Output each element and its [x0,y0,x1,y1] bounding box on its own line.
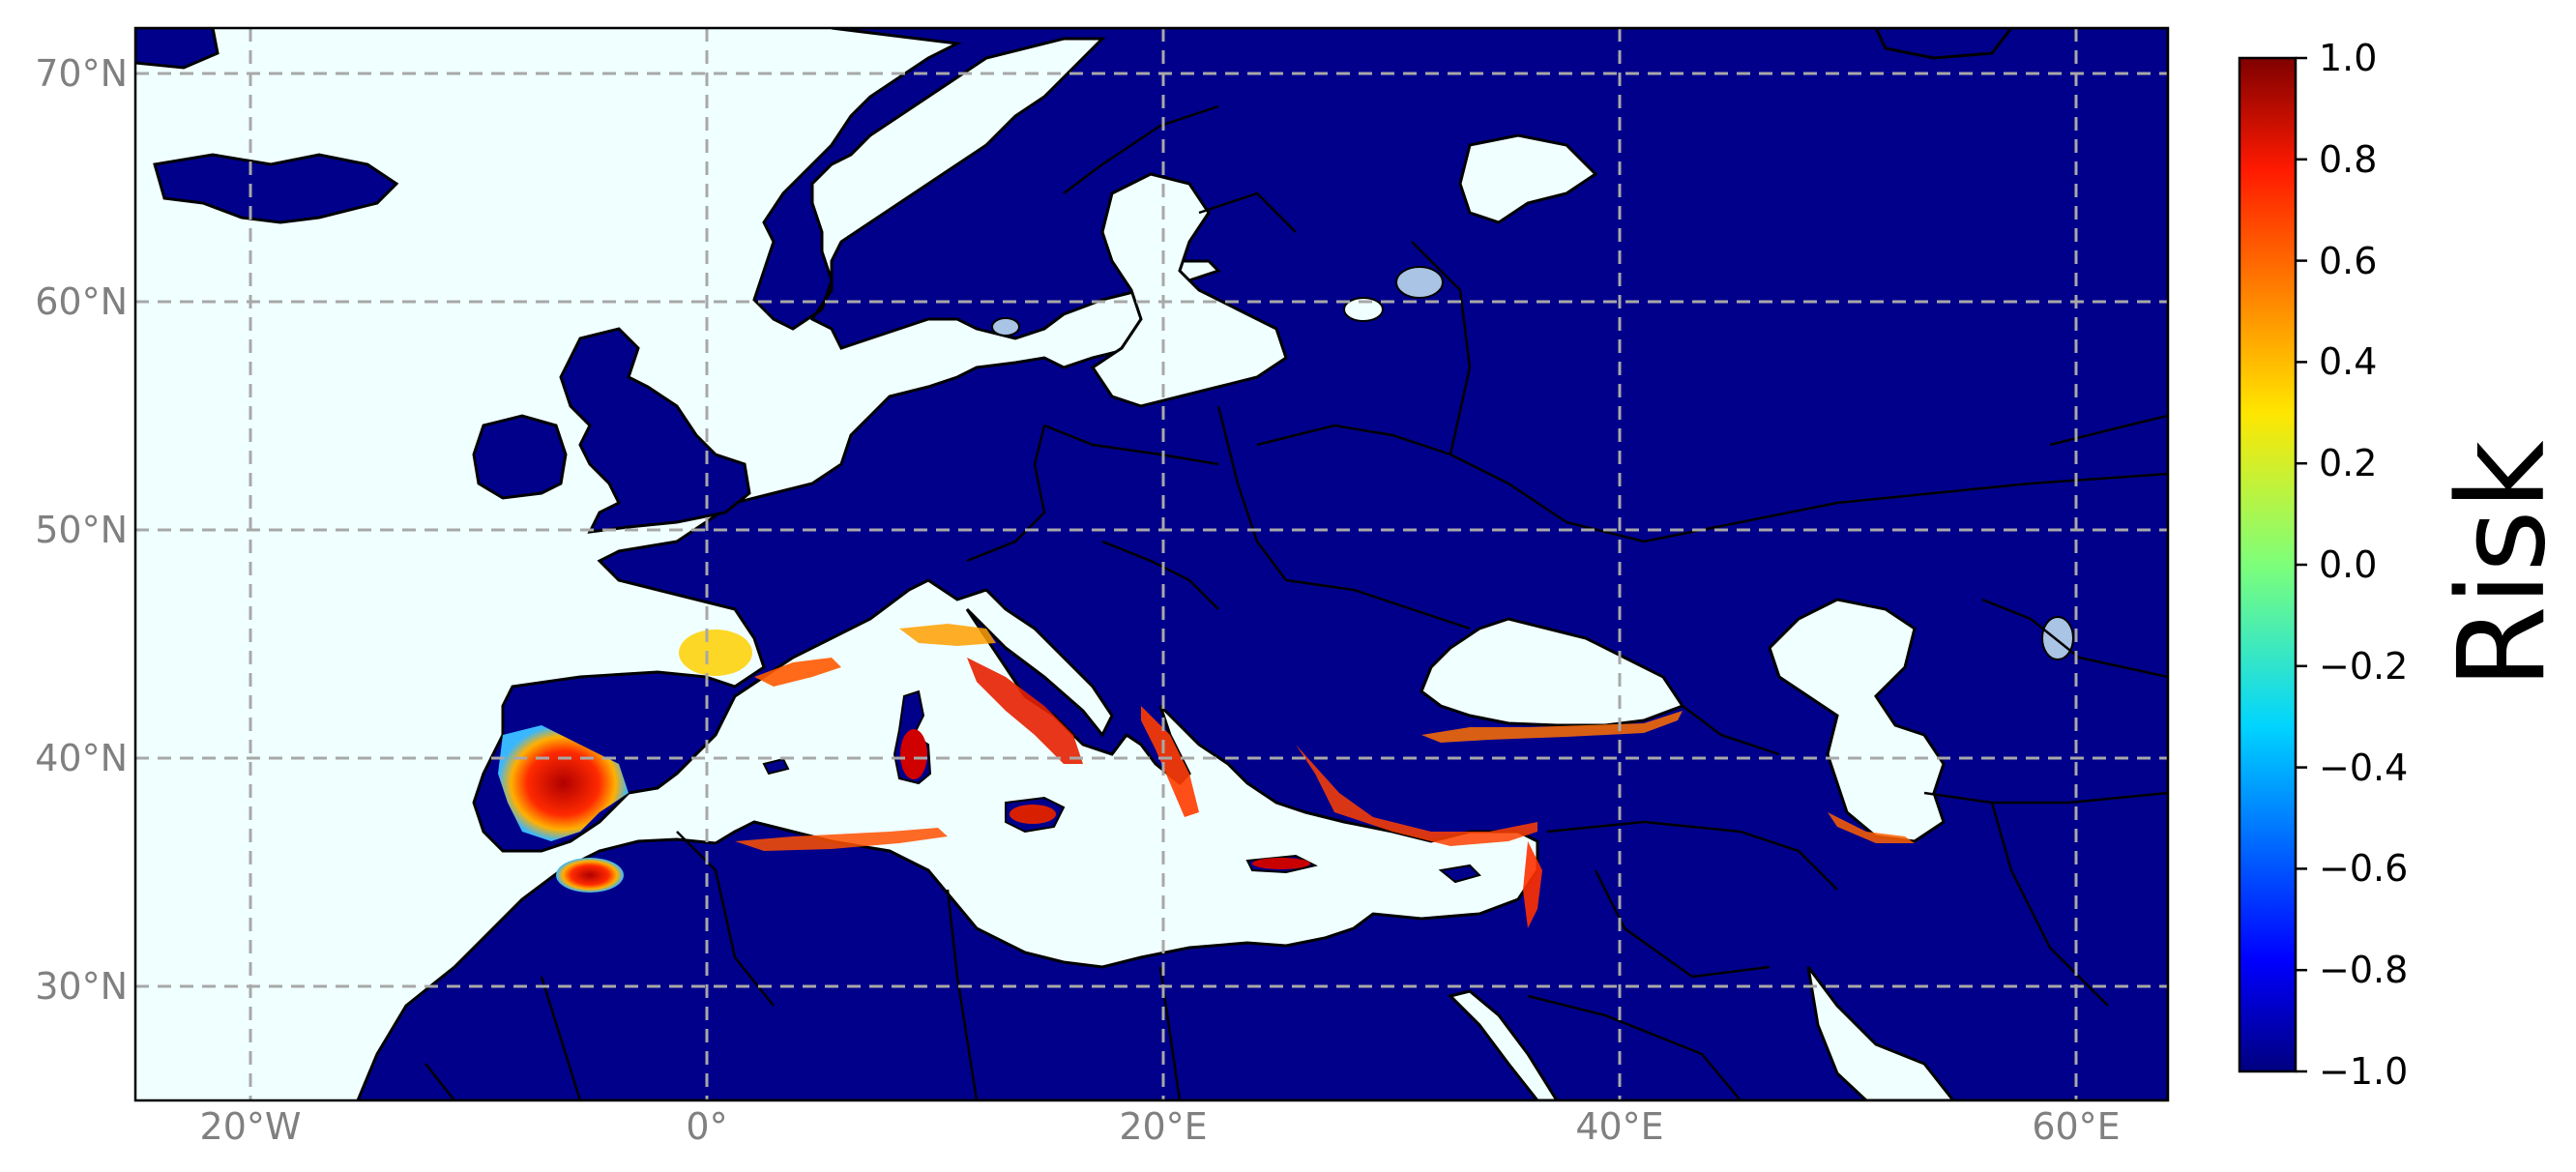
map-frame [133,26,2170,1102]
cb-tick-0-0: 0.0 [2319,543,2377,586]
lake-balkhash-edge [2041,616,2074,660]
red-sea [1448,989,1559,1100]
morocco-hotspot [556,858,624,893]
colorbar-gradient [2238,56,2298,1073]
lake-onega [1395,266,1444,299]
gulf-lion-hotspot [754,658,841,687]
caspian-coast-hotspot [1828,812,1915,843]
baltic-sea [1090,172,1288,408]
risk-hotspots [498,624,1915,928]
white-sea [1458,133,1598,224]
cb-tick-neg-0-2: −0.2 [2319,645,2408,688]
latitude-labels: 70°N 60°N 50°N 40°N 30°N [35,52,128,1008]
black-sea-coast-hotspot [1421,711,1683,743]
iceland [153,153,399,224]
aquitaine-hotspot [679,630,752,676]
longitude-labels: 20°W 0° 20°E 40°E 60°E [200,1105,2121,1148]
colorbar: 1.0 0.8 0.6 0.4 0.2 0.0 −0.2 −0.4 −0.6 −… [2238,37,2572,1093]
colorbar-label: Risk [2433,440,2572,689]
sicily-hotspot [1010,805,1056,824]
cb-tick-0-8: 0.8 [2319,138,2377,181]
lon-label-0: 0° [686,1105,727,1148]
gridlines [135,28,2168,1100]
balearics [762,757,790,776]
levant-hotspot [1523,841,1542,928]
algeria-hotspot [735,828,948,851]
cyprus [1438,864,1481,884]
lon-label-20e: 20°E [1119,1105,1207,1148]
persian-gulf [1806,966,1955,1100]
lon-label-20w: 20°W [200,1105,302,1148]
landmass [356,28,2168,1100]
lat-label-30: 30°N [35,965,128,1008]
po-hotspot [899,624,996,646]
colorbar-ticks [2296,56,2307,1073]
novaya-zemlya-tip [1874,28,2013,60]
great-britain [559,327,751,534]
lon-label-40e: 40°E [1575,1105,1663,1148]
svalbard-edge [135,28,220,70]
cb-tick-neg-0-4: −0.4 [2319,747,2408,789]
cb-tick-neg-0-8: −0.8 [2319,949,2408,991]
sardinia-hotspot [900,729,927,779]
lat-label-40: 40°N [35,737,128,779]
lon-label-60e: 60°E [2032,1105,2120,1148]
lake-vanern [991,317,1020,337]
country-borders [424,104,2168,1100]
lake-ladoga [1343,297,1384,322]
lat-label-50: 50°N [35,509,128,551]
balkan-hotspot [1141,706,1199,817]
cb-tick-neg-1-0: −1.0 [2319,1050,2408,1093]
italy-hotspot [967,658,1083,764]
land-layer [135,28,2168,1100]
caspian-sea [1768,598,1946,843]
cb-tick-1-0: 1.0 [2319,37,2377,79]
turkey-hotspot [1296,745,1537,846]
map-panel: 70°N 60°N 50°N 40°N 30°N 20°W 0° 20°E 40… [35,26,2170,1148]
lat-label-70: 70°N [35,52,128,95]
ireland [472,414,568,500]
cb-tick-0-2: 0.2 [2319,442,2377,484]
cb-tick-neg-0-6: −0.6 [2319,847,2408,890]
lat-label-60: 60°N [35,280,128,323]
cb-tick-0-4: 0.4 [2319,340,2377,383]
cb-tick-0-6: 0.6 [2319,240,2377,282]
colorbar-tick-labels: 1.0 0.8 0.6 0.4 0.2 0.0 −0.2 −0.4 −0.6 −… [2319,37,2408,1093]
iberia-hotspot [498,725,629,841]
crete-hotspot [1252,858,1310,869]
